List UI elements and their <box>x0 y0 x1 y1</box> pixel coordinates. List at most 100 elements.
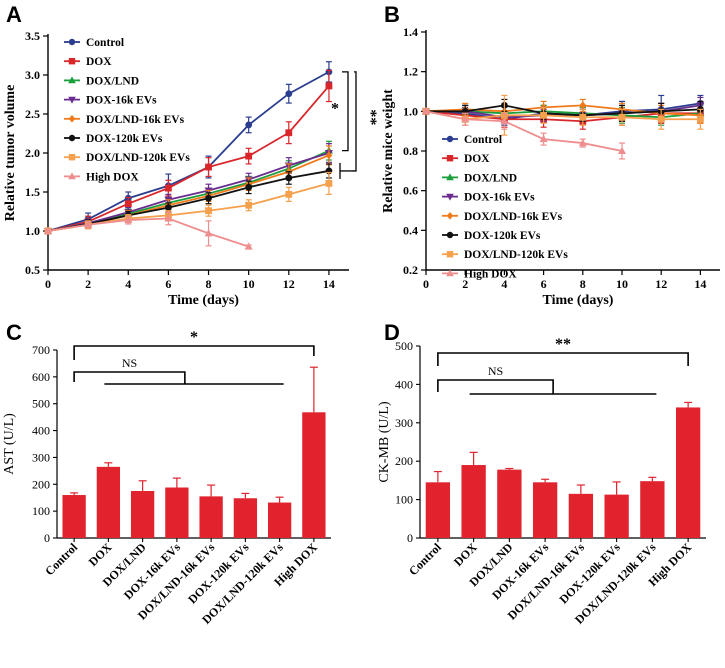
significance-brackets: * NS <box>73 329 315 385</box>
bracket-outer <box>352 71 357 172</box>
data-point <box>204 229 213 237</box>
data-point <box>657 115 665 123</box>
bar <box>497 469 522 538</box>
data-point <box>325 180 333 187</box>
x-tick-label: 4 <box>501 277 507 291</box>
data-point <box>205 163 212 171</box>
x-tick-label: 4 <box>125 277 131 291</box>
y-axis-title: Relative tumor volume <box>3 85 18 222</box>
bar <box>604 494 629 538</box>
y-tick-label: 3.0 <box>25 68 40 82</box>
significance-star: * <box>331 100 339 117</box>
bar <box>425 482 451 538</box>
panel-letter: D <box>384 320 400 345</box>
bar <box>532 482 558 538</box>
data-point <box>325 82 333 90</box>
y-tick-label: 0 <box>44 531 50 545</box>
y-tick-label: 500 <box>395 339 413 353</box>
significance-star: ** <box>555 336 571 353</box>
y-tick-label: 3.5 <box>25 29 40 43</box>
y-tick-label: 1.0 <box>403 104 418 118</box>
bar <box>199 496 223 538</box>
legend-label: DOX-120k EVs <box>464 230 541 242</box>
data-point <box>285 174 293 182</box>
legend-swatch-marker <box>68 172 76 180</box>
data-point <box>44 226 52 234</box>
legend-label: DOX <box>86 56 112 68</box>
bar <box>461 465 486 538</box>
legend-swatch-marker <box>446 269 454 277</box>
data-point <box>325 151 333 160</box>
legend-label: DOX/LND-16k EVs <box>464 211 563 223</box>
legend-swatch-marker <box>446 231 454 239</box>
y-tick-label: 2.0 <box>25 146 40 160</box>
y-tick-label: 1.0 <box>25 224 40 238</box>
legend-swatch-marker <box>446 135 454 143</box>
bar <box>130 491 155 538</box>
y-tick-label: 0.8 <box>403 144 418 158</box>
x-tick-label: 0 <box>45 277 51 291</box>
data-point <box>697 115 704 123</box>
data-point <box>285 90 293 98</box>
bar <box>267 502 292 538</box>
data-point <box>124 200 132 208</box>
x-tick-label: 8 <box>206 277 212 291</box>
series-line <box>425 110 701 121</box>
legend: Control DOX DOX/LND DOX-16k EVs DOX/LND-16k … <box>442 134 568 280</box>
legend-swatch-marker <box>446 193 454 201</box>
data-point <box>540 111 547 119</box>
y-tick-label: 700 <box>32 343 50 357</box>
legend-label: DOX <box>464 153 490 165</box>
series-line <box>47 85 330 232</box>
data-point <box>579 101 587 110</box>
data-point <box>579 113 587 121</box>
bar <box>233 498 258 538</box>
chart-panel-A: A 0.5 1.0 1.5 2.0 2.5 3.0 3.5 0 2 4 6 8 10 12 14 Time (d… <box>3 2 379 308</box>
y-tick-label: 0.4 <box>403 223 418 237</box>
bar <box>675 407 701 538</box>
y-tick-label: 1.4 <box>403 25 418 39</box>
series-line <box>425 110 701 123</box>
y-tick-label: 1.2 <box>403 65 418 79</box>
data-point <box>285 129 293 137</box>
legend-swatch-marker <box>446 173 454 181</box>
data-point <box>205 207 212 215</box>
data-point <box>84 220 93 228</box>
legend-label: DOX-16k EVs <box>464 192 535 204</box>
data-point <box>205 194 212 202</box>
data-point <box>244 242 253 250</box>
data-point <box>245 152 253 160</box>
legend-swatch-marker <box>68 38 76 46</box>
significance-brackets: *** <box>331 71 379 179</box>
significance-brackets: ** NS <box>437 336 689 395</box>
series-line <box>47 217 249 248</box>
series-control <box>44 61 333 235</box>
legend-label: DOX/LND-16k EVs <box>86 114 185 126</box>
legend-label: High DOX <box>86 171 139 183</box>
legend-label: Control <box>464 134 502 146</box>
y-axis-title: Relative mice weight <box>381 89 396 213</box>
legend-label: DOX/LND <box>86 75 139 87</box>
x-tick-label: 10 <box>616 277 628 291</box>
bar <box>640 481 665 538</box>
legend-swatch-marker <box>68 96 76 104</box>
bar <box>165 487 189 538</box>
y-tick-label: 2.5 <box>25 107 40 121</box>
y-tick-label: 500 <box>32 397 50 411</box>
x-tick-label: 10 <box>243 277 255 291</box>
x-tick-label: 8 <box>580 277 586 291</box>
data-point <box>422 107 430 115</box>
y-tick-label: 300 <box>395 416 413 430</box>
bracket-ns <box>437 379 554 394</box>
bar <box>302 412 326 538</box>
bracket-top <box>73 345 315 360</box>
significance-double-star: ** <box>362 109 379 125</box>
x-tick-label: 0 <box>423 277 429 291</box>
y-tick-label: 0.5 <box>25 263 40 277</box>
panel-letter: A <box>6 2 22 27</box>
x-tick-label: 12 <box>655 277 667 291</box>
legend-label: High DOX <box>464 268 517 280</box>
x-tick-label: 12 <box>283 277 295 291</box>
